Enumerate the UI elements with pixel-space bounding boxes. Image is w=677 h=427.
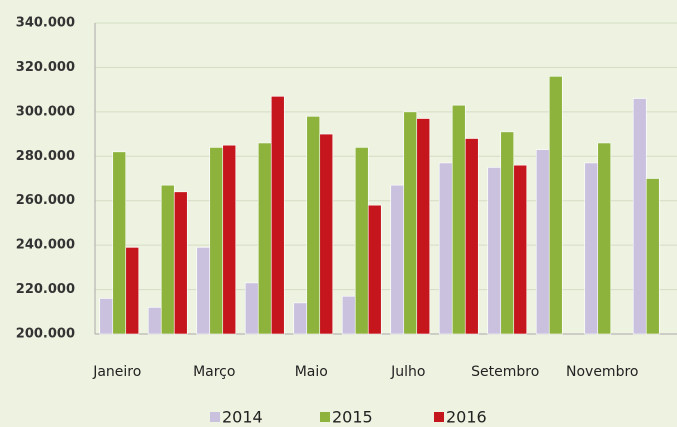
bar [173, 191, 188, 335]
bar [403, 111, 418, 335]
bar [367, 204, 382, 335]
y-tick-label: 200.000 [16, 327, 75, 342]
bar [244, 282, 259, 335]
bar [632, 98, 647, 335]
bar [341, 295, 356, 335]
bar [584, 162, 599, 335]
bar [535, 149, 550, 335]
bar [354, 147, 369, 335]
bar [438, 162, 453, 335]
bar [597, 142, 612, 335]
bar [209, 147, 224, 335]
bar [306, 116, 321, 335]
bar [99, 298, 114, 335]
bar [112, 151, 127, 335]
legend-label: 2015 [332, 408, 373, 427]
bar [147, 307, 162, 335]
bar [293, 302, 308, 335]
x-tick-label: Maio [295, 364, 328, 380]
legend-swatch [210, 412, 220, 422]
bar [464, 138, 479, 335]
legend-swatch [434, 412, 444, 422]
bar [319, 133, 334, 335]
x-tick-label: Março [193, 364, 235, 380]
x-tick-label: Julho [390, 364, 425, 380]
bar [222, 144, 237, 335]
y-tick-label: 220.000 [16, 282, 75, 297]
bar [451, 104, 466, 335]
legend-label: 2014 [222, 408, 263, 427]
x-tick-label: Setembro [471, 364, 539, 380]
bar [548, 76, 563, 335]
bar [416, 118, 431, 335]
bar [160, 184, 175, 335]
bar [487, 167, 502, 335]
y-tick-label: 340.000 [16, 16, 75, 31]
bar [500, 131, 515, 335]
y-tick-label: 240.000 [16, 238, 75, 253]
x-tick-label: Janeiro [92, 364, 141, 380]
legend-label: 2016 [446, 408, 487, 427]
legend-swatch [320, 412, 330, 422]
bar [125, 247, 140, 335]
bar [390, 184, 405, 335]
y-tick-label: 320.000 [16, 60, 75, 75]
bar [513, 164, 528, 335]
y-tick-label: 300.000 [16, 104, 75, 119]
bar [257, 142, 272, 335]
bar [270, 96, 285, 335]
bar [196, 247, 211, 335]
y-tick-label: 260.000 [16, 193, 75, 208]
bar [645, 178, 660, 335]
x-tick-label: Novembro [566, 364, 638, 380]
y-tick-label: 280.000 [16, 149, 75, 164]
